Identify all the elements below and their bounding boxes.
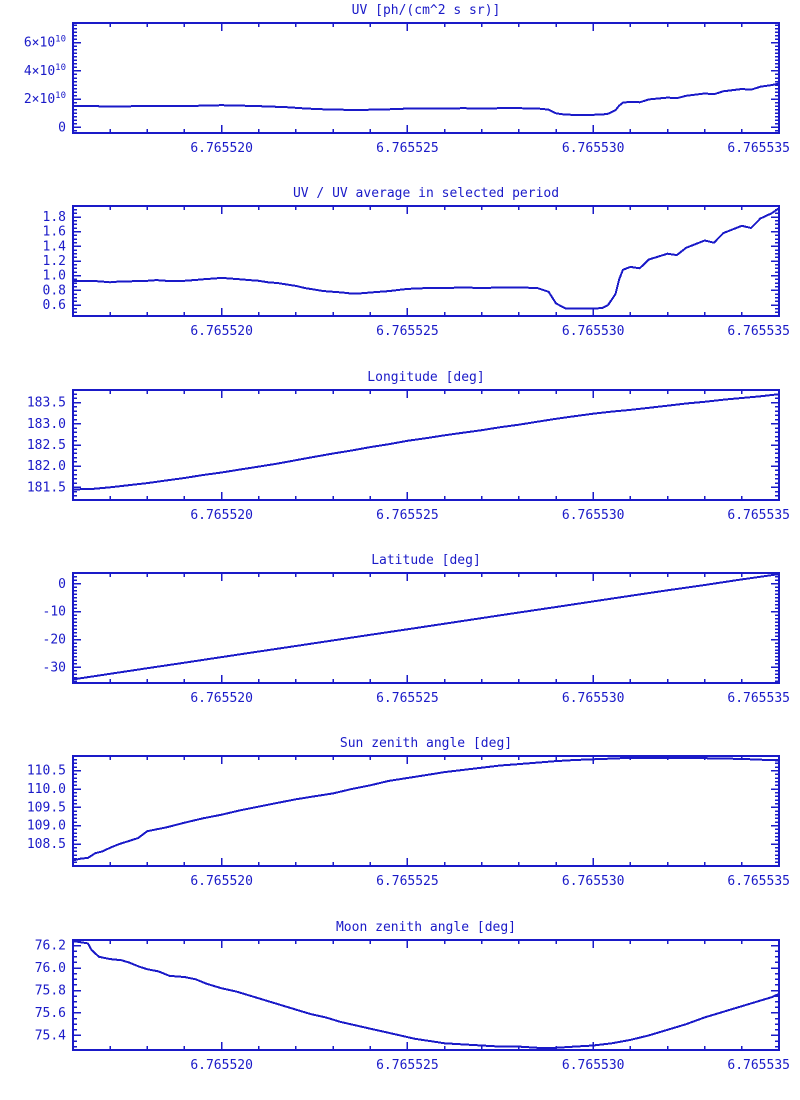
y-tick-label: 2×1010 xyxy=(24,91,66,107)
data-line-moon-zenith-angle xyxy=(72,940,780,1049)
y-tick-label: 182.5 xyxy=(27,438,66,453)
y-tick-label: 110.0 xyxy=(27,782,66,797)
plot-title-sun-zenith: Sun zenith angle [deg] xyxy=(339,736,513,751)
y-tick-label: 1.2 xyxy=(43,254,66,269)
x-tick-label: 6.765525 xyxy=(376,141,439,156)
plot-latitude: 6.765520 6.765525 6.765530 6.765535 -30 -20 -1… xyxy=(0,550,800,733)
plot-uv: 6.765520 6.765525 6.765530 6.765535 0 2×1010 4… xyxy=(0,0,800,183)
y-tick-label: 0 xyxy=(58,120,66,135)
y-tick-label: 109.0 xyxy=(27,819,66,834)
y-tick-label: 1.4 xyxy=(43,239,67,254)
y-tick-label: 182.0 xyxy=(27,459,66,474)
x-tick-label: 6.765520 xyxy=(190,1058,253,1073)
axes-box xyxy=(72,205,780,317)
x-tick-label: 6.765525 xyxy=(376,691,439,706)
x-tick-label: 6.765530 xyxy=(562,1058,625,1073)
axes-box xyxy=(72,939,780,1051)
x-tick-label: 6.765525 xyxy=(376,874,439,889)
uv-ratio-plot-canvas: 6.765520 6.765525 6.765530 6.7655350.60.81.… xyxy=(43,205,790,339)
plot-moon-zenith-angle: 6.765520 6.765525 6.765530 6.765535 75.4 75.6… xyxy=(0,917,800,1100)
axes-box xyxy=(72,755,780,867)
y-tick-label: 76.0 xyxy=(35,961,66,976)
y-tick-label: 109.5 xyxy=(27,800,66,815)
data-line-uv xyxy=(72,82,780,116)
plot-title-uv-ratio: UV / UV average in selected period xyxy=(292,186,560,201)
x-tick-label: 6.765520 xyxy=(190,141,253,156)
x-tick-label: 6.765525 xyxy=(376,508,439,523)
y-tick-label: -10 xyxy=(43,605,66,620)
y-tick-label: 1.0 xyxy=(43,269,66,284)
plot-title-moon-zenith: Moon zenith angle [deg] xyxy=(335,920,516,935)
longitude-plot-canvas: 6.765520 6.765525 6.765530 6.765535 181.5 182… xyxy=(27,389,790,523)
x-tick-label: 6.765535 xyxy=(727,874,790,889)
y-tick-label: 0.6 xyxy=(43,298,66,313)
x-tick-label: 6.765520 xyxy=(190,691,253,706)
plot-sun-zenith-angle: 6.765520 6.765525 6.765530 6.765535 108.5 109… xyxy=(0,733,800,917)
y-tick-label: 0 xyxy=(58,577,66,592)
y-tick-label: 0.8 xyxy=(43,283,66,298)
x-tick-label: 6.765530 xyxy=(562,324,625,339)
y-tick-label: 181.5 xyxy=(27,480,66,495)
plot-title-latitude: Latitude [deg] xyxy=(371,553,481,568)
data-line-longitude xyxy=(72,393,780,491)
latitude-plot-canvas: 6.765520 6.765525 6.765530 6.765535 -30 -20 -1… xyxy=(43,572,790,706)
x-tick-label: 6.765520 xyxy=(190,874,253,889)
y-tick-label: 108.5 xyxy=(27,837,66,852)
x-tick-label: 6.765535 xyxy=(727,1058,790,1073)
axes-box xyxy=(72,22,780,134)
x-tick-label: 6.765525 xyxy=(376,1058,439,1073)
y-tick-label: 75.8 xyxy=(35,984,66,999)
y-tick-label: 110.5 xyxy=(27,764,66,779)
y-tick-label: 75.4 xyxy=(35,1028,66,1043)
y-tick-label: 75.6 xyxy=(35,1006,66,1021)
y-tick-label: 4×1010 xyxy=(24,63,66,79)
x-tick-label: 6.765525 xyxy=(376,324,439,339)
plot-uv-ratio: 6.765520 6.765525 6.765530 6.765535 0.6 0.8 1.… xyxy=(0,183,800,367)
y-tick-label: -20 xyxy=(43,633,66,648)
x-tick-label: 6.765520 xyxy=(190,508,253,523)
y-tick-label: 76.2 xyxy=(35,939,66,954)
y-tick-label: -30 xyxy=(43,660,66,675)
axes-box xyxy=(72,572,780,684)
plot-title-uv: UV [ph/(cm^2 s sr)] xyxy=(351,3,501,18)
x-tick-label: 6.765535 xyxy=(727,691,790,706)
plot-longitude: 6.765520 6.765525 6.765530 6.765535 181.5 182… xyxy=(0,367,800,550)
data-line-sun-zenith-angle xyxy=(72,756,780,862)
uv-plot-canvas: 6.765520 6.765525 6.765530 6.765535 0 2×1010 4… xyxy=(24,22,790,156)
x-tick-label: 6.765530 xyxy=(562,141,625,156)
moon-zenith-plot-canvas: 6.765520 6.765525 6.765530 6.765535 75.4 75.6… xyxy=(35,939,790,1073)
y-tick-label: 183.0 xyxy=(27,417,66,432)
axes-box xyxy=(72,389,780,501)
x-tick-label: 6.765530 xyxy=(562,691,625,706)
plot-title-longitude: Longitude [deg] xyxy=(367,370,485,385)
x-tick-label: 6.765520 xyxy=(190,324,253,339)
y-tick-label: 1.8 xyxy=(43,210,66,225)
y-tick-label: 1.6 xyxy=(43,225,66,240)
x-tick-label: 6.765535 xyxy=(727,508,790,523)
sun-zenith-plot-canvas: 6.765520 6.765525 6.765530 6.765535 108.5 109… xyxy=(27,755,790,889)
x-tick-label: 6.765535 xyxy=(727,141,790,156)
x-tick-label: 6.765530 xyxy=(562,508,625,523)
y-tick-label: 183.5 xyxy=(27,396,66,411)
y-tick-label: 6×1010 xyxy=(24,35,66,51)
data-line-uv-ratio xyxy=(72,207,780,310)
data-line-latitude xyxy=(72,573,780,681)
x-tick-label: 6.765530 xyxy=(562,874,625,889)
x-tick-label: 6.765535 xyxy=(727,324,790,339)
